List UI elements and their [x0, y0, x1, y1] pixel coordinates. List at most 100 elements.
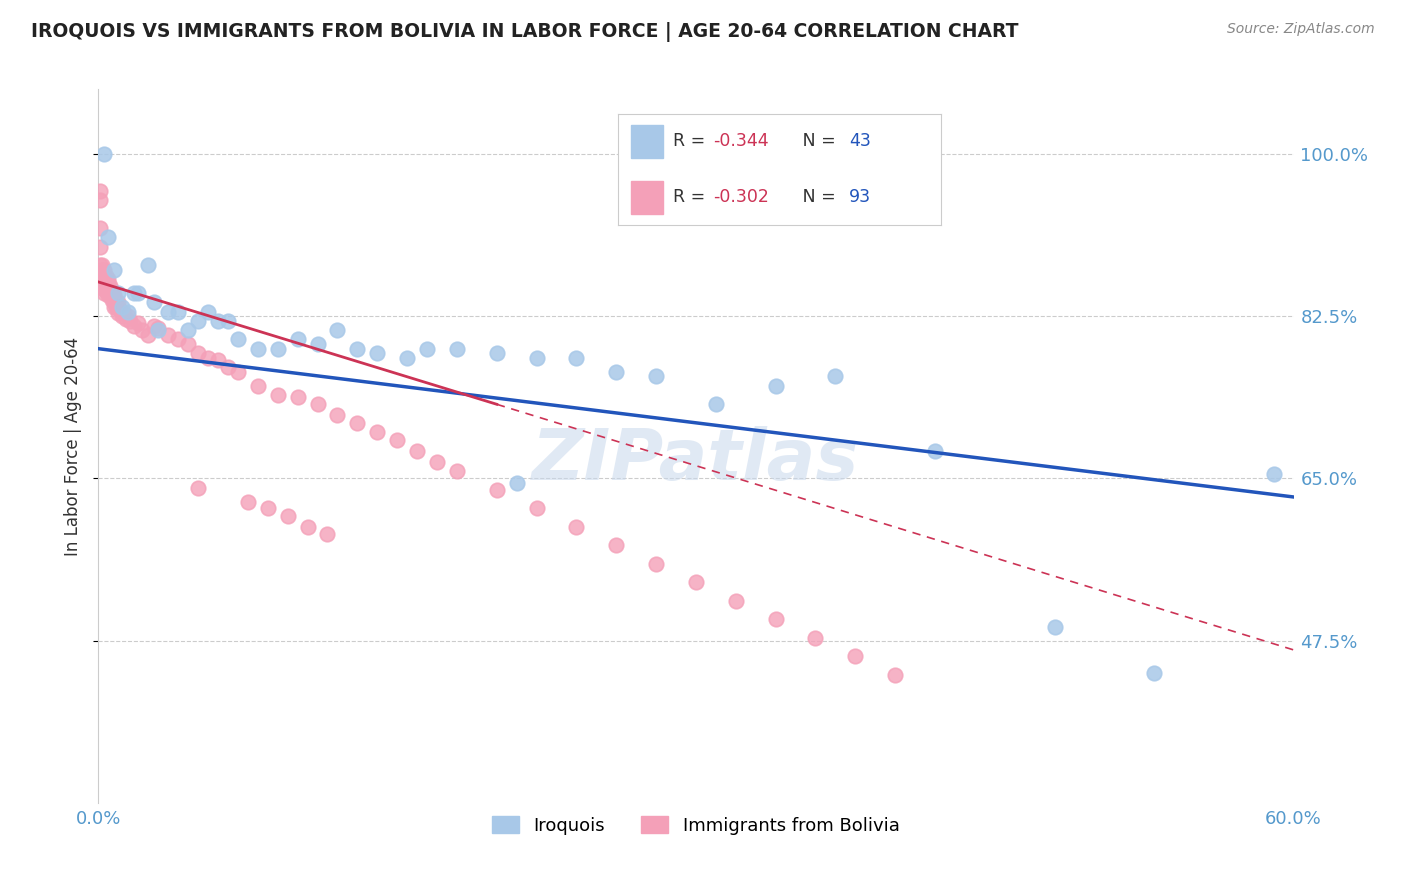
- Point: [97, 278, 120, 293]
- Point: [1263, 467, 1285, 481]
- Point: [148, 323, 170, 337]
- Point: [1143, 666, 1166, 681]
- Point: [107, 286, 129, 301]
- Point: [1043, 620, 1066, 634]
- Point: [526, 351, 548, 365]
- Point: [93, 147, 115, 161]
- Point: [93, 275, 115, 289]
- Point: [97, 230, 120, 244]
- Point: [96, 269, 118, 284]
- Point: [91, 277, 114, 291]
- Point: [287, 333, 309, 347]
- Point: [197, 304, 219, 318]
- Point: [246, 378, 269, 392]
- Point: [103, 295, 125, 310]
- Point: [187, 314, 209, 328]
- Point: [157, 327, 180, 342]
- Point: [396, 351, 419, 365]
- Point: [89, 258, 111, 272]
- Point: [91, 269, 114, 284]
- Point: [98, 281, 122, 295]
- Point: [645, 557, 668, 571]
- Point: [127, 286, 149, 301]
- Point: [93, 272, 115, 286]
- Point: [98, 285, 122, 300]
- Point: [724, 594, 747, 608]
- Point: [884, 668, 907, 682]
- Point: [131, 323, 153, 337]
- Point: [605, 538, 627, 552]
- Point: [91, 281, 114, 295]
- Point: [226, 333, 249, 347]
- Point: [98, 288, 122, 302]
- Point: [93, 278, 115, 293]
- Point: [307, 337, 329, 351]
- Point: [326, 409, 349, 423]
- Point: [506, 476, 529, 491]
- Point: [110, 302, 132, 317]
- Point: [96, 275, 118, 289]
- Point: [101, 288, 124, 302]
- Point: [645, 369, 668, 384]
- Point: [406, 443, 429, 458]
- Point: [127, 316, 149, 330]
- Point: [346, 416, 368, 430]
- Point: [267, 388, 290, 402]
- Point: [485, 346, 508, 360]
- Point: [167, 333, 190, 347]
- Point: [103, 263, 125, 277]
- Point: [96, 284, 118, 298]
- Point: [91, 263, 114, 277]
- Point: [485, 483, 508, 497]
- Point: [824, 369, 846, 384]
- Point: [107, 306, 129, 320]
- Point: [267, 342, 290, 356]
- Point: [187, 481, 209, 495]
- Point: [97, 272, 120, 286]
- Point: [103, 293, 125, 307]
- Point: [136, 327, 159, 342]
- Point: [143, 318, 166, 333]
- Point: [385, 433, 409, 447]
- Point: [117, 304, 139, 318]
- Point: [217, 360, 239, 375]
- Point: [307, 397, 329, 411]
- Point: [91, 272, 114, 286]
- Point: [207, 314, 229, 328]
- Point: [117, 310, 139, 324]
- Point: [316, 527, 339, 541]
- Point: [111, 300, 134, 314]
- Point: [167, 304, 190, 318]
- Point: [136, 258, 159, 272]
- Point: [207, 352, 229, 367]
- Point: [177, 323, 200, 337]
- Point: [112, 306, 135, 320]
- Point: [111, 310, 134, 324]
- Point: [287, 390, 309, 404]
- Point: [157, 304, 180, 318]
- Y-axis label: In Labor Force | Age 20-64: In Labor Force | Age 20-64: [65, 336, 83, 556]
- Point: [124, 318, 146, 333]
- Point: [426, 455, 449, 469]
- Point: [844, 649, 866, 664]
- Point: [101, 293, 124, 308]
- Point: [105, 300, 128, 314]
- Point: [91, 258, 114, 272]
- Point: [685, 575, 707, 590]
- Point: [103, 288, 125, 302]
- Point: [97, 288, 120, 302]
- Point: [804, 631, 827, 645]
- Point: [98, 278, 122, 293]
- Point: [143, 295, 166, 310]
- Point: [120, 314, 142, 328]
- Point: [93, 263, 115, 277]
- Legend: Iroquois, Immigrants from Bolivia: Iroquois, Immigrants from Bolivia: [484, 807, 908, 844]
- Point: [256, 501, 278, 516]
- Point: [96, 278, 118, 293]
- Point: [277, 508, 299, 523]
- Point: [346, 342, 368, 356]
- Point: [446, 464, 468, 478]
- Point: [111, 304, 134, 318]
- Point: [115, 312, 138, 326]
- Point: [97, 284, 120, 298]
